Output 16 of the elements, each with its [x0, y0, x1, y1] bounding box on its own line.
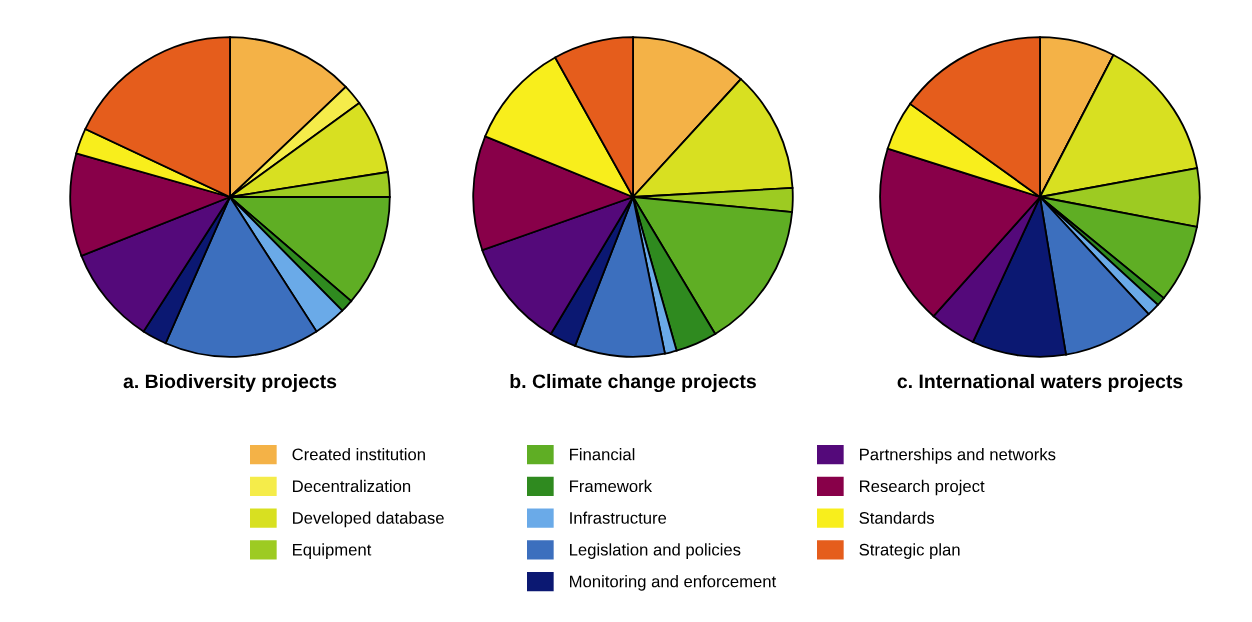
legend-label: Decentralization: [293, 479, 411, 493]
legend-label: Developed database: [293, 511, 444, 528]
legend-label: Equipment: [293, 543, 372, 559]
text: b. Climate change projects: [510, 373, 756, 393]
legend-label: Infrastructure: [570, 511, 667, 524]
legend-label: Partnerships and networks: [860, 448, 1056, 464]
text: c. International waters projects: [897, 373, 1183, 393]
legend-label: Standards: [859, 511, 935, 524]
legend-label: Strategic plan: [859, 543, 960, 559]
legend-label: Research project: [860, 479, 985, 496]
legend-label: Framework: [570, 479, 653, 493]
text: a. Biodiversity projects: [123, 373, 337, 393]
legend-label: Financial: [570, 448, 635, 461]
legend-label: Legislation and policies: [570, 543, 741, 559]
legend-label: Monitoring and enforcement: [570, 575, 777, 591]
legend-label: Created institution: [292, 448, 425, 461]
